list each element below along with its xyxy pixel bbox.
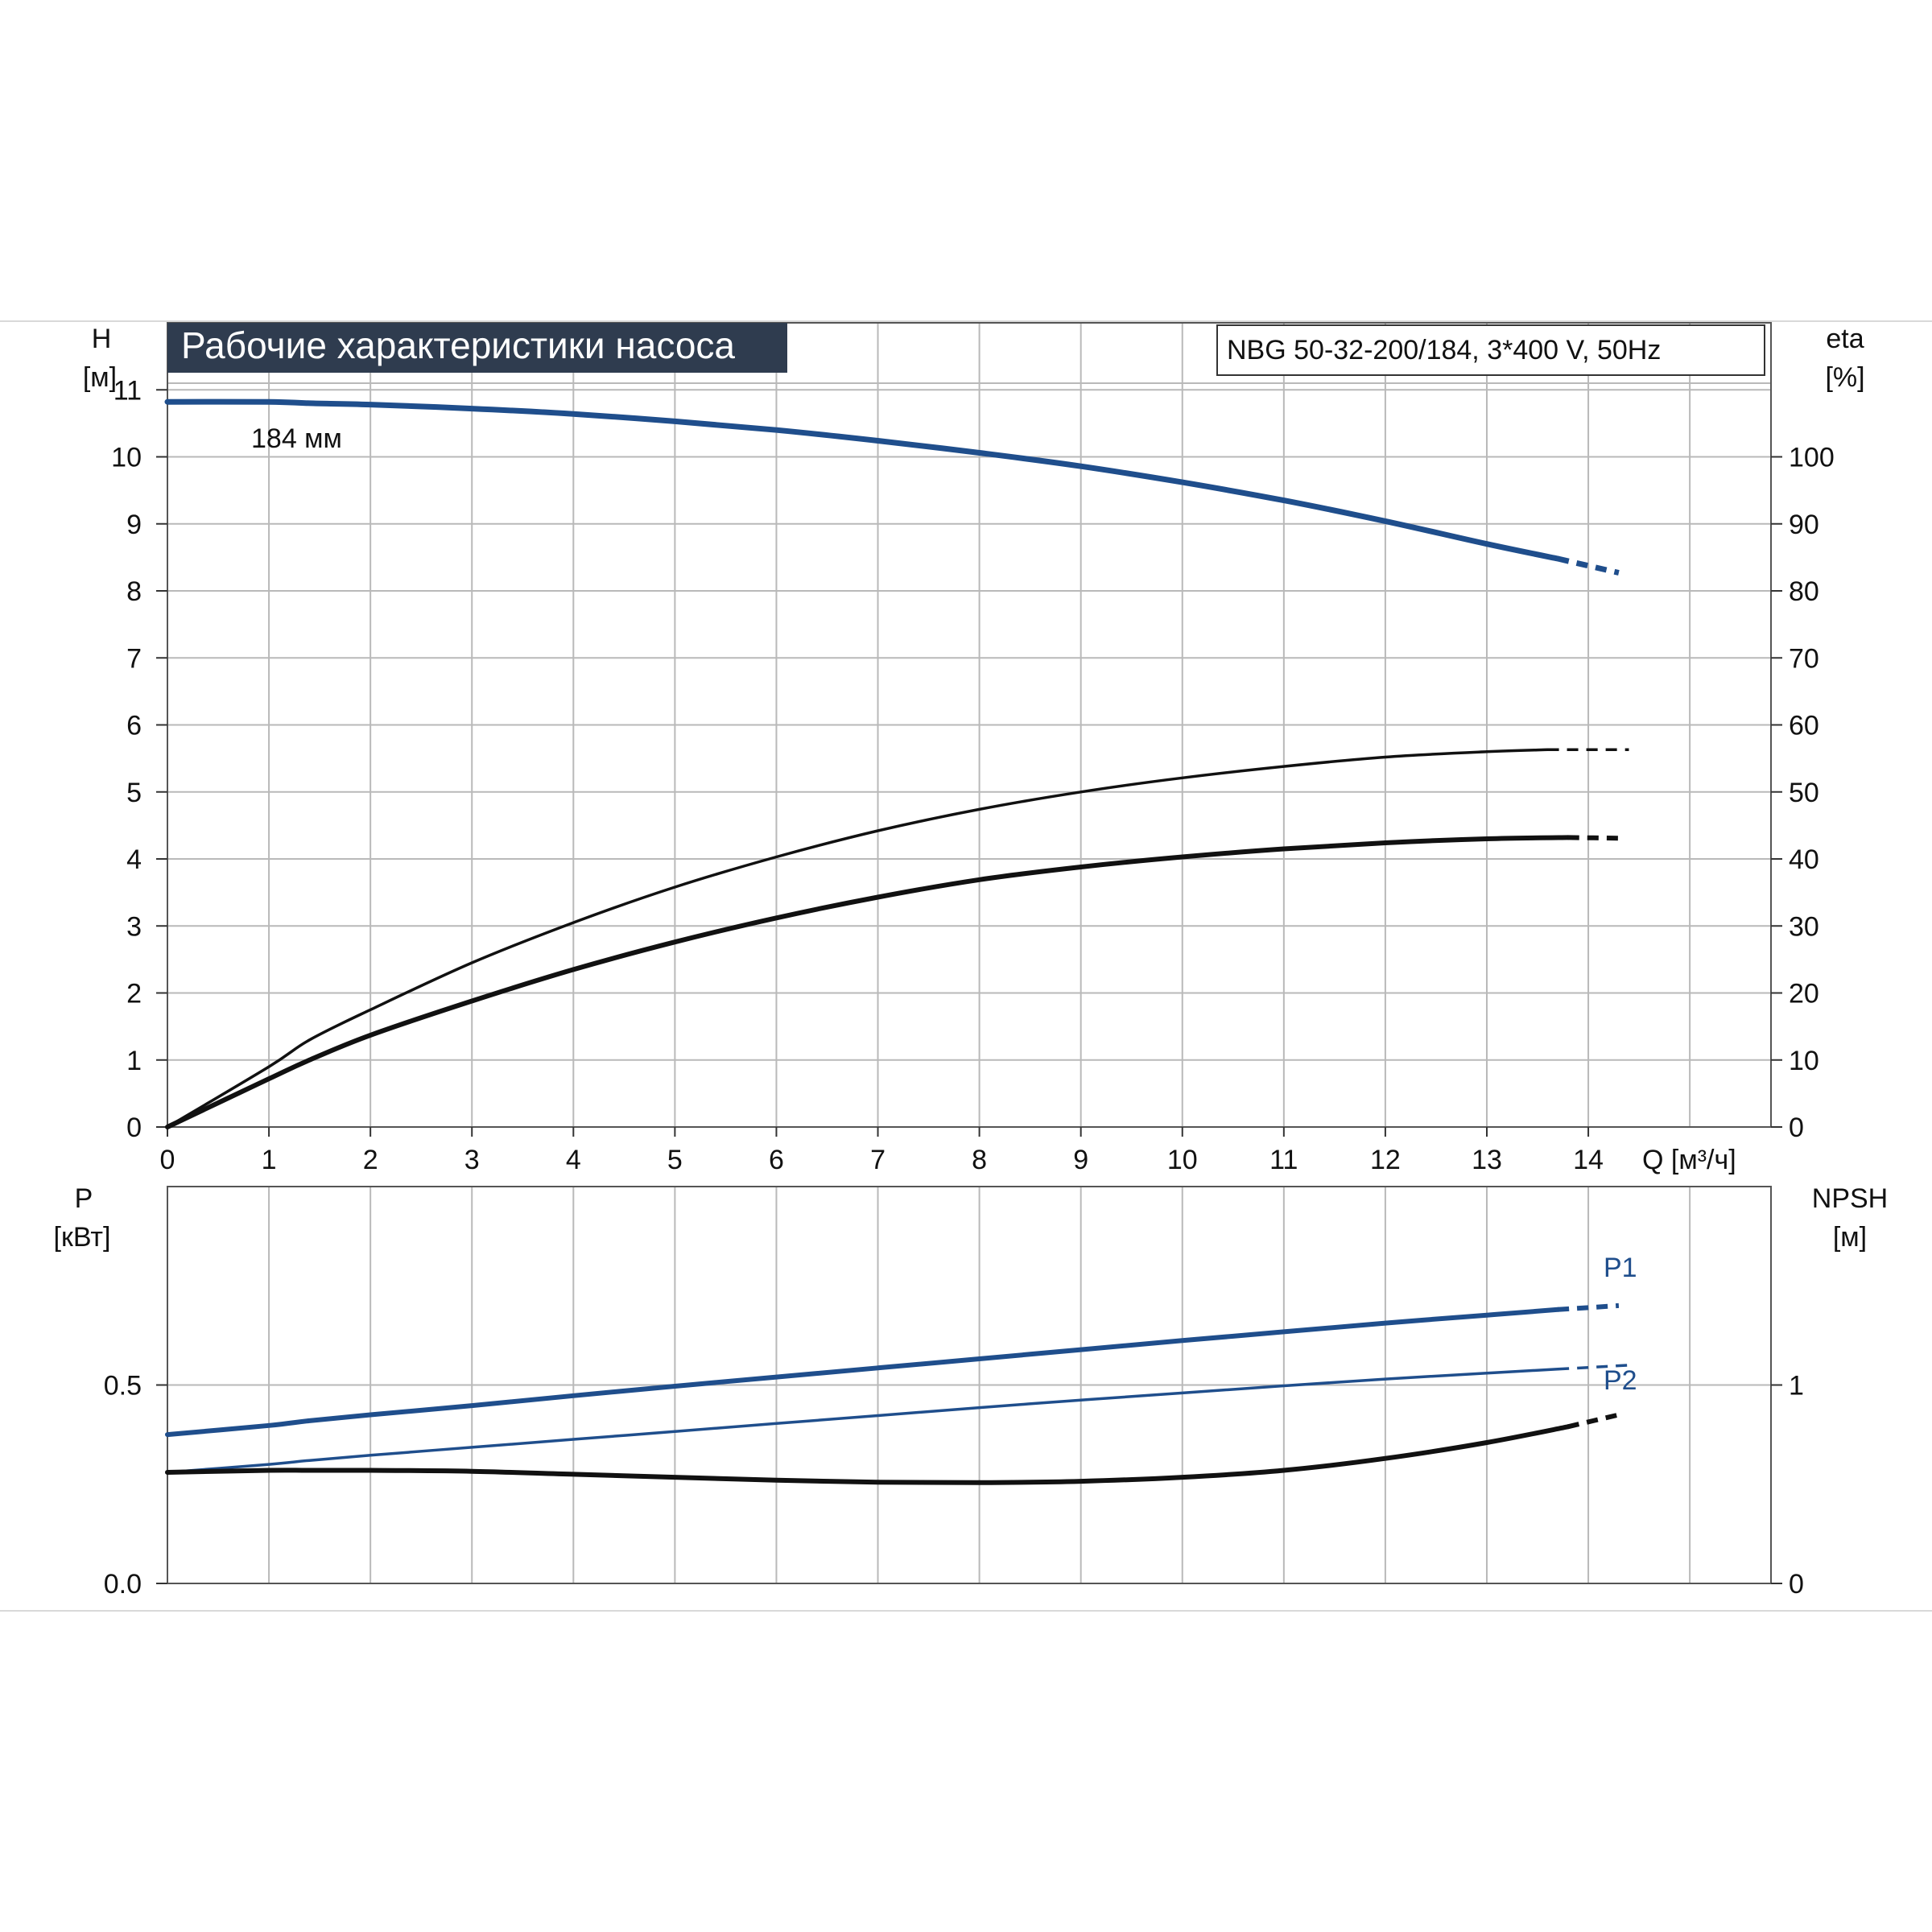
head-curve-line bbox=[164, 398, 1561, 562]
y-left-tick-label: 10 bbox=[111, 443, 142, 473]
y-right-tick-label: 100 bbox=[1789, 443, 1835, 473]
upper-curves bbox=[164, 398, 1629, 1129]
top-separator bbox=[0, 320, 1932, 322]
lower-curves bbox=[165, 1302, 1629, 1485]
npsh-tick-label: 1 bbox=[1789, 1371, 1804, 1402]
y-right-tick-label: 40 bbox=[1789, 844, 1819, 875]
bottom-separator bbox=[0, 1610, 1932, 1612]
x-tick-label: 3 bbox=[464, 1145, 480, 1175]
x-tick-label: 1 bbox=[262, 1145, 277, 1175]
title-box bbox=[167, 323, 787, 373]
y-right-tick-label: 20 bbox=[1789, 979, 1819, 1009]
p-axis-label-name: P bbox=[75, 1183, 93, 1214]
x-tick-label: 7 bbox=[870, 1145, 886, 1175]
head-curve-annotation: 184 мм bbox=[251, 423, 342, 454]
x-tick-label: 5 bbox=[667, 1145, 683, 1175]
x-tick-label: 12 bbox=[1370, 1145, 1401, 1175]
x-axis-label: Q [м³/ч] bbox=[1642, 1145, 1736, 1175]
efficiency-curve-lower-line bbox=[165, 835, 1571, 1129]
y-right-tick-label: 30 bbox=[1789, 911, 1819, 942]
y-left-tick-label: 0 bbox=[126, 1113, 142, 1143]
y-left-tick-label: 5 bbox=[126, 778, 142, 808]
lower-tick-labels: 0.0 0.5 0 1 bbox=[104, 1371, 1804, 1600]
efficiency-curve-upper-line bbox=[166, 748, 1550, 1129]
upper-grid bbox=[167, 323, 1771, 1127]
x-tick-label: 4 bbox=[566, 1145, 581, 1175]
y-left-label-name: H bbox=[92, 324, 112, 354]
lower-grid bbox=[167, 1187, 1771, 1583]
npsh-tick-label: 0 bbox=[1789, 1569, 1804, 1600]
x-tick-label: 13 bbox=[1472, 1145, 1502, 1175]
p2-curve-line bbox=[166, 1368, 1559, 1474]
p1-series-label: P1 bbox=[1604, 1253, 1637, 1283]
p2-series-label: P2 bbox=[1604, 1365, 1637, 1396]
p2-curve-dashed-extension bbox=[1558, 1364, 1629, 1371]
p1-curve-line bbox=[165, 1307, 1561, 1438]
y-right-label-name: eta bbox=[1826, 324, 1864, 354]
efficiency-curve-lower-dashed-extension bbox=[1567, 835, 1619, 841]
lower-chart: P [кВт] NPSH [м] P1 P2 0.0 0.5 0 1 bbox=[54, 1183, 1889, 1600]
head-curve-dashed-extension bbox=[1557, 555, 1620, 576]
p-tick-label: 0.5 bbox=[104, 1371, 142, 1402]
npsh-axis-label-unit: [м] bbox=[1833, 1222, 1867, 1253]
npsh-curve-dashed-extension bbox=[1567, 1412, 1620, 1430]
p-axis-label-unit: [кВт] bbox=[54, 1222, 111, 1253]
x-tick-label: 11 bbox=[1269, 1145, 1298, 1175]
y-right-tick-label: 90 bbox=[1789, 510, 1819, 540]
y-right-tick-label: 50 bbox=[1789, 778, 1819, 808]
y-left-tick-label: 7 bbox=[126, 643, 142, 674]
model-box bbox=[1216, 324, 1765, 376]
y-left-tick-label: 9 bbox=[126, 510, 142, 540]
y-right-tick-label: 60 bbox=[1789, 711, 1819, 741]
y-left-tick-label: 11 bbox=[114, 375, 142, 406]
upper-chart: Рабочие характеристики насоса NBG 50-32-… bbox=[83, 322, 1865, 1175]
x-tick-label: 14 bbox=[1573, 1145, 1604, 1175]
y-right-tick-label: 70 bbox=[1789, 643, 1819, 674]
y-right-tick-label: 10 bbox=[1789, 1046, 1819, 1076]
x-tick-label: 9 bbox=[1073, 1145, 1088, 1175]
chart-subtitle: NBG 50-32-200/184, 3*400 V, 50Hz bbox=[1227, 335, 1661, 365]
y-right-label-unit: [%] bbox=[1825, 362, 1864, 393]
x-tick-label: 2 bbox=[363, 1145, 378, 1175]
y-left-tick-label: 6 bbox=[126, 711, 142, 741]
p1-curve-dashed-extension bbox=[1558, 1302, 1620, 1312]
y-left-tick-label: 4 bbox=[126, 844, 142, 875]
y-left-tick-label: 8 bbox=[126, 576, 142, 607]
x-tick-label: 0 bbox=[160, 1145, 175, 1175]
y-left-tick-label: 1 bbox=[126, 1046, 142, 1076]
y-right-tick-label: 0 bbox=[1789, 1113, 1804, 1143]
npsh-curve-line bbox=[165, 1424, 1571, 1485]
y-left-tick-label: 3 bbox=[126, 911, 142, 942]
x-tick-label: 6 bbox=[769, 1145, 784, 1175]
chart-title: Рабочие характеристики насоса bbox=[181, 324, 735, 366]
x-tick-label: 10 bbox=[1167, 1145, 1198, 1175]
npsh-axis-label-name: NPSH bbox=[1812, 1183, 1888, 1214]
y-right-tick-label: 80 bbox=[1789, 576, 1819, 607]
y-left-label-unit: [м] bbox=[83, 362, 117, 393]
y-left-tick-label: 2 bbox=[126, 979, 142, 1009]
p-tick-label: 0.0 bbox=[104, 1569, 142, 1600]
x-tick-label: 8 bbox=[972, 1145, 987, 1175]
